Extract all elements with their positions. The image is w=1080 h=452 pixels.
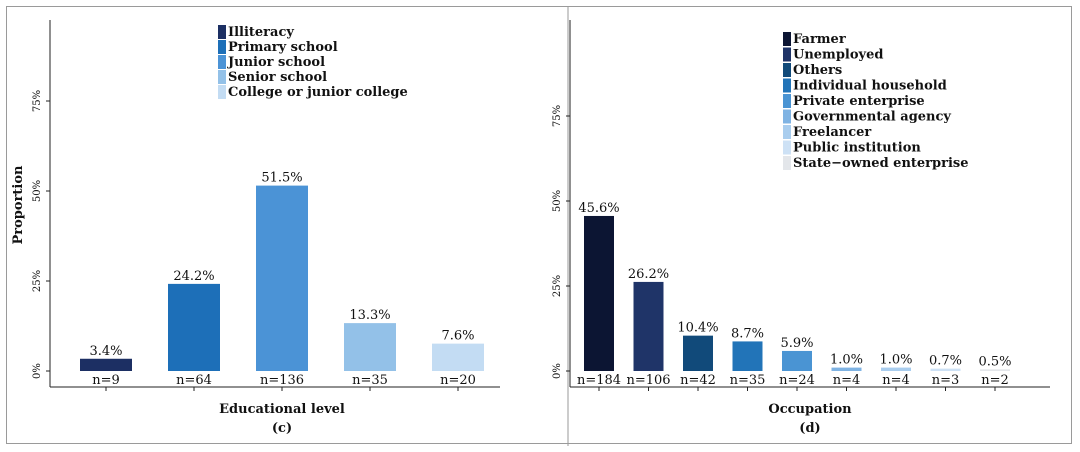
legend-label: Individual household (793, 79, 947, 94)
data-label: 26.2% (628, 267, 669, 282)
bar (256, 185, 308, 371)
data-label: 45.6% (578, 201, 619, 216)
bar (432, 343, 484, 371)
legend-label: Illiteracy (228, 25, 294, 40)
y-tick-label: 25% (552, 275, 563, 297)
legend-swatch (218, 55, 226, 69)
count-label: n=4 (882, 373, 910, 388)
y-axis-title: Proportion (11, 165, 26, 245)
y-tick-label: 75% (32, 90, 43, 112)
bar (80, 358, 132, 371)
data-label: 24.2% (173, 269, 214, 284)
bar (344, 323, 396, 371)
legend-swatch (218, 25, 226, 39)
legend-label: Public institution (793, 141, 921, 156)
legend-swatch (783, 47, 791, 62)
count-label: n=2 (981, 373, 1009, 388)
legend-label: Others (793, 63, 842, 78)
legend-label: Freelancer (793, 125, 871, 140)
count-label: n=4 (833, 373, 861, 388)
legend-label: Primary school (228, 40, 338, 55)
y-tick-label: 50% (552, 190, 563, 212)
legend-swatch (218, 40, 226, 54)
x-axis-title: Educational level (219, 402, 345, 417)
data-label: 13.3% (349, 308, 390, 323)
count-label: n=106 (626, 373, 670, 388)
bar (633, 281, 664, 371)
x-axis-title: Occupation (768, 402, 852, 417)
count-label: n=9 (92, 373, 120, 388)
bar (168, 283, 220, 371)
legend-label: Senior school (228, 70, 327, 85)
data-label: 7.6% (441, 329, 474, 344)
legend-label: Junior school (227, 55, 325, 70)
y-tick-label: 0% (552, 363, 563, 379)
legend-swatch (218, 70, 226, 84)
legend-label: Farmer (793, 32, 846, 47)
count-label: n=20 (440, 373, 476, 388)
panel-label: (d) (799, 421, 820, 436)
bar (782, 350, 812, 371)
bar (584, 215, 614, 371)
panel-label: (c) (272, 421, 292, 436)
legend-swatch (783, 94, 791, 108)
y-tick-label: 0% (32, 363, 43, 379)
bar (732, 341, 763, 371)
legend-label: State−owned enterprise (793, 156, 969, 171)
chart-panel-c: 0% 25% 50% 75% 3.4% n=9 24.2% n=64 51.5% n=136 13.… (32, 20, 500, 436)
bar (831, 367, 862, 371)
count-label: n=3 (932, 373, 960, 388)
legend-label: Private enterprise (793, 94, 925, 109)
count-label: n=35 (730, 373, 766, 388)
bar (683, 335, 713, 371)
legend-swatch (783, 125, 791, 139)
legend-swatch (783, 156, 791, 170)
legend-swatch (783, 63, 791, 77)
data-label: 8.7% (731, 326, 764, 341)
chart-panel-d: 0% 25% 50% 75% 45.6% n=184 26.2% n=106 10.4% n=42… (552, 20, 1050, 436)
count-label: n=136 (260, 373, 304, 388)
y-tick-label: 75% (552, 105, 563, 127)
data-label: 10.4% (677, 321, 718, 336)
legend-label: Governmental agency (793, 110, 951, 125)
data-label: 0.7% (929, 354, 962, 369)
data-label: 1.0% (830, 353, 863, 368)
count-label: n=184 (577, 373, 621, 388)
count-label: n=64 (176, 373, 212, 388)
legend-swatch (218, 85, 226, 99)
count-label: n=24 (779, 373, 815, 388)
count-label: n=35 (352, 373, 388, 388)
y-tick-label: 25% (32, 270, 43, 292)
data-label: 1.0% (879, 353, 912, 368)
count-label: n=42 (680, 373, 716, 388)
bar (930, 368, 961, 371)
legend-label: College or junior college (228, 85, 408, 100)
data-label: 5.9% (780, 336, 813, 351)
legend-swatch (783, 32, 791, 46)
y-tick-label: 50% (32, 180, 43, 202)
figure-frame (6, 6, 1072, 444)
legend-swatch (783, 140, 791, 155)
data-label: 0.5% (978, 354, 1011, 369)
legend-label: Unemployed (793, 48, 883, 63)
data-label: 51.5% (261, 171, 302, 186)
legend-swatch (783, 109, 791, 124)
bar (980, 369, 1010, 371)
bar (881, 367, 911, 371)
data-label: 3.4% (89, 344, 122, 359)
legend-swatch (783, 78, 791, 93)
